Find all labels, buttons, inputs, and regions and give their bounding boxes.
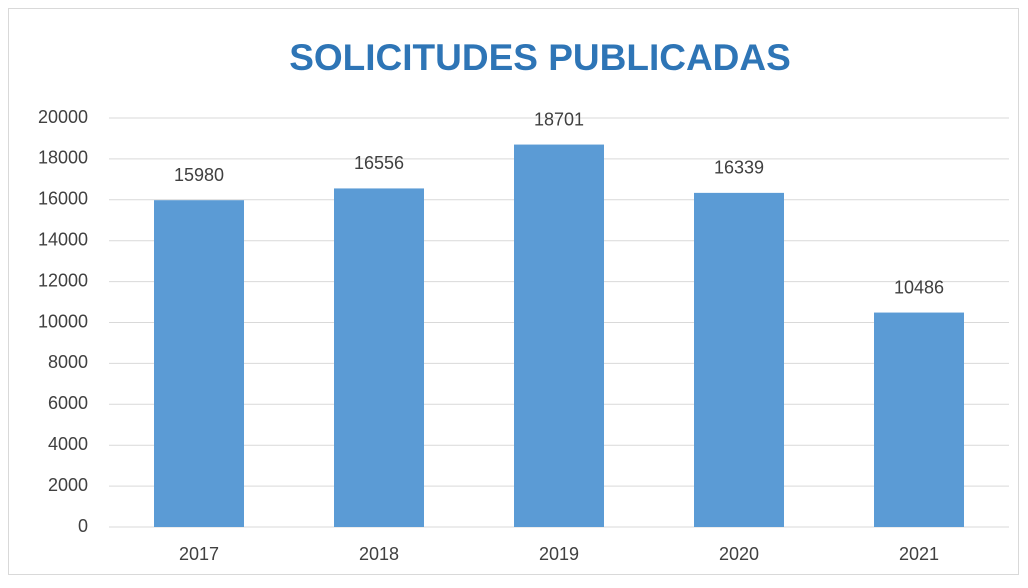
- y-tick-label: 16000: [38, 189, 88, 209]
- data-label: 16339: [714, 158, 764, 178]
- data-label: 15980: [174, 165, 224, 185]
- chart-title: SOLICITUDES PUBLICADAS: [289, 37, 791, 78]
- y-tick-label: 6000: [48, 393, 88, 413]
- y-tick-label: 20000: [38, 107, 88, 127]
- y-tick-label: 14000: [38, 229, 88, 249]
- y-tick-label: 2000: [48, 475, 88, 495]
- data-label: 10486: [894, 277, 944, 297]
- x-tick-label: 2019: [539, 544, 579, 564]
- y-tick-label: 4000: [48, 434, 88, 454]
- bar: [334, 188, 424, 527]
- y-tick-label: 12000: [38, 270, 88, 290]
- data-label: 16556: [354, 153, 404, 173]
- data-label: 18701: [534, 109, 584, 129]
- y-tick-label: 8000: [48, 352, 88, 372]
- bar: [514, 144, 604, 527]
- y-tick-label: 0: [78, 516, 88, 536]
- x-tick-label: 2018: [359, 544, 399, 564]
- x-tick-label: 2020: [719, 544, 759, 564]
- x-tick-label: 2021: [899, 544, 939, 564]
- bar: [694, 192, 784, 528]
- bar: [874, 312, 964, 527]
- y-tick-label: 10000: [38, 311, 88, 331]
- bar: [154, 200, 244, 528]
- y-tick-label: 18000: [38, 148, 88, 168]
- x-tick-label: 2017: [179, 544, 219, 564]
